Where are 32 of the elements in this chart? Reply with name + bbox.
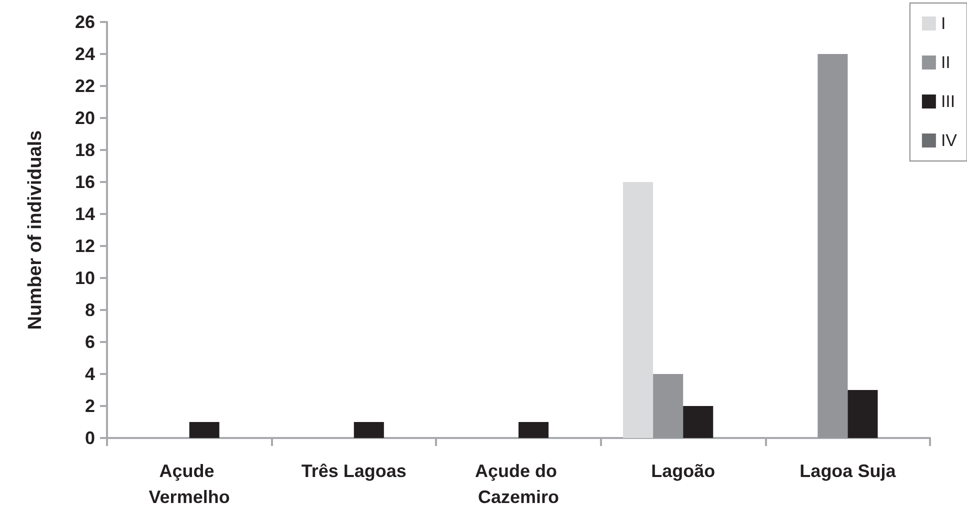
x-tick-label: Três Lagoas: [301, 461, 406, 481]
y-tick-label: 22: [74, 76, 95, 96]
legend-label: I: [940, 14, 946, 33]
legend-label: III: [940, 92, 956, 111]
y-axis-title: Number of individuals: [25, 130, 46, 330]
y-tick-label: 18: [74, 140, 95, 160]
y-tick-label: 14: [74, 204, 95, 224]
y-tick-label: 20: [74, 108, 95, 128]
bar: [189, 422, 220, 438]
bar: [848, 390, 878, 438]
bar: [683, 406, 714, 438]
legend-label: IV: [940, 131, 958, 150]
x-tick-label: Lagoão: [651, 461, 716, 481]
y-tick-label: 12: [74, 236, 95, 256]
bar: [354, 422, 384, 438]
y-tick-label: 24: [74, 44, 95, 64]
y-tick-label: 0: [84, 428, 95, 448]
bar: [818, 54, 848, 438]
bar: [623, 182, 654, 438]
x-tick-label: Açude do Cazemiro: [474, 461, 562, 507]
y-tick-label: 2: [84, 396, 95, 416]
y-tick-label: 6: [84, 332, 95, 352]
x-tick-label: Lagoa Suja: [800, 461, 897, 481]
bar: [653, 374, 684, 438]
bar: [518, 422, 549, 438]
y-tick-label: 10: [74, 268, 95, 288]
y-tick-label: 26: [74, 12, 95, 32]
y-tick-label: 8: [84, 300, 95, 320]
x-tick-label: Açude Vermelho: [148, 461, 230, 507]
y-tick-label: 4: [84, 364, 95, 384]
legend-label: II: [940, 53, 950, 72]
y-tick-label: 16: [74, 172, 95, 192]
